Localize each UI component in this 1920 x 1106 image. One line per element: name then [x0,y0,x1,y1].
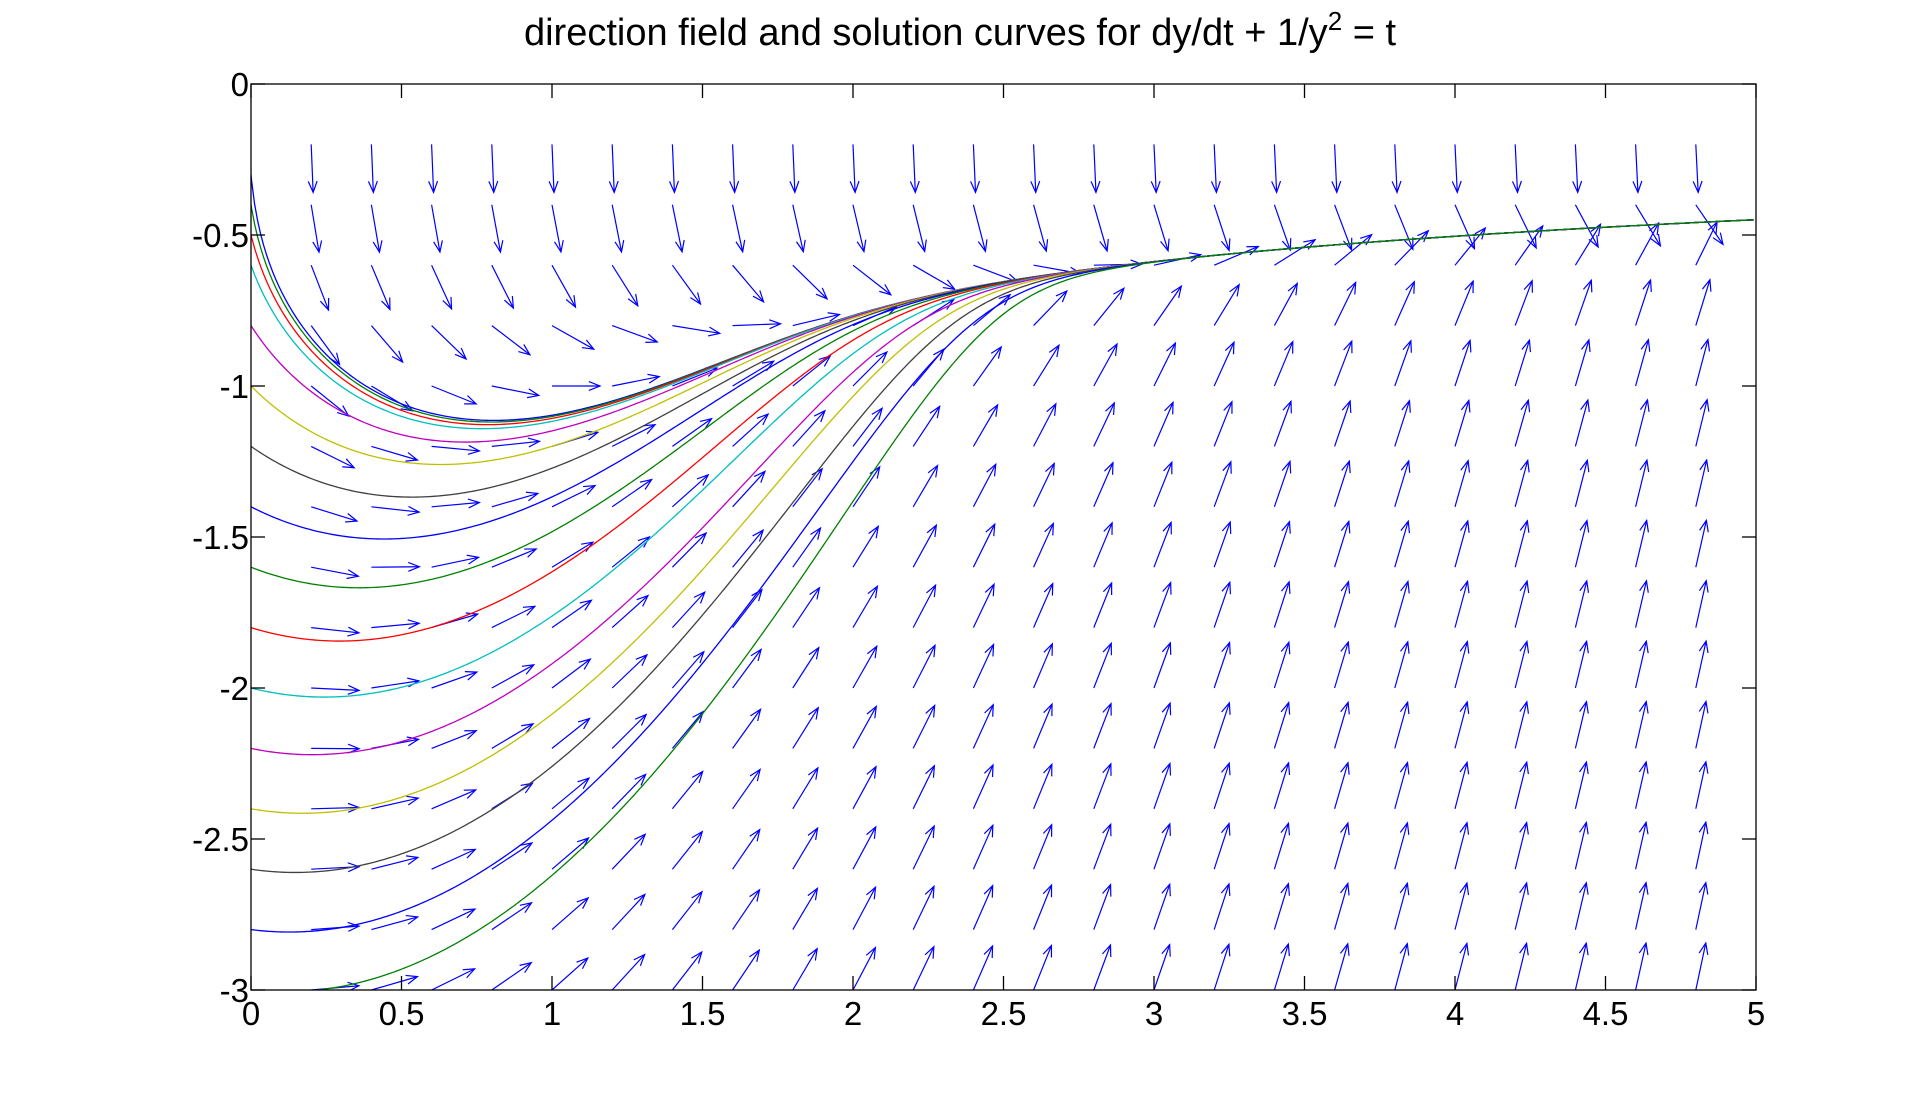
chart-title-suffix: = t [1342,12,1396,54]
y-tick-label: -1 [220,368,249,405]
y-tick-label: 0 [231,66,249,103]
x-tick-label: 4.5 [1583,995,1629,1032]
x-tick-label: 4 [1446,995,1464,1032]
x-tick-label: 1.5 [680,995,726,1032]
y-tick-label: -2.5 [192,821,249,858]
x-tick-label: 3 [1145,995,1163,1032]
chart-title-superscript: 2 [1328,6,1342,36]
y-tick-label: -2 [220,670,249,707]
x-tick-label: 2.5 [981,995,1027,1032]
y-tick-label: -0.5 [192,217,249,254]
x-tick-label: 2 [844,995,862,1032]
chart-title-text: direction field and solution curves for … [524,12,1328,54]
x-tick-label: 3.5 [1282,995,1328,1032]
x-tick-label: 1 [543,995,561,1032]
x-tick-label: 0.5 [379,995,425,1032]
x-tick-label: 5 [1747,995,1765,1032]
plot-area [251,84,1756,990]
y-tick-label: -3 [220,972,249,1009]
chart-title: direction field and solution curves for … [0,12,1920,55]
y-tick-label: -1.5 [192,519,249,556]
